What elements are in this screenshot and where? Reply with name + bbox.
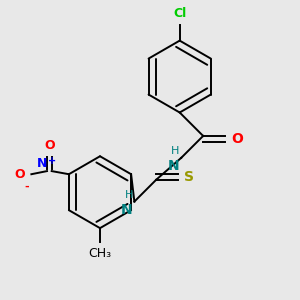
Text: O: O (45, 139, 56, 152)
Text: -: - (24, 182, 29, 192)
Text: H: H (124, 190, 133, 200)
Text: O: O (14, 168, 25, 181)
Text: H: H (171, 146, 180, 156)
Text: S: S (184, 170, 194, 184)
Text: +: + (48, 156, 56, 167)
Text: Cl: Cl (173, 7, 186, 20)
Text: N: N (168, 159, 180, 173)
Text: O: O (231, 132, 243, 146)
Text: N: N (121, 202, 133, 217)
Text: N: N (37, 157, 47, 169)
Text: CH₃: CH₃ (88, 247, 112, 260)
